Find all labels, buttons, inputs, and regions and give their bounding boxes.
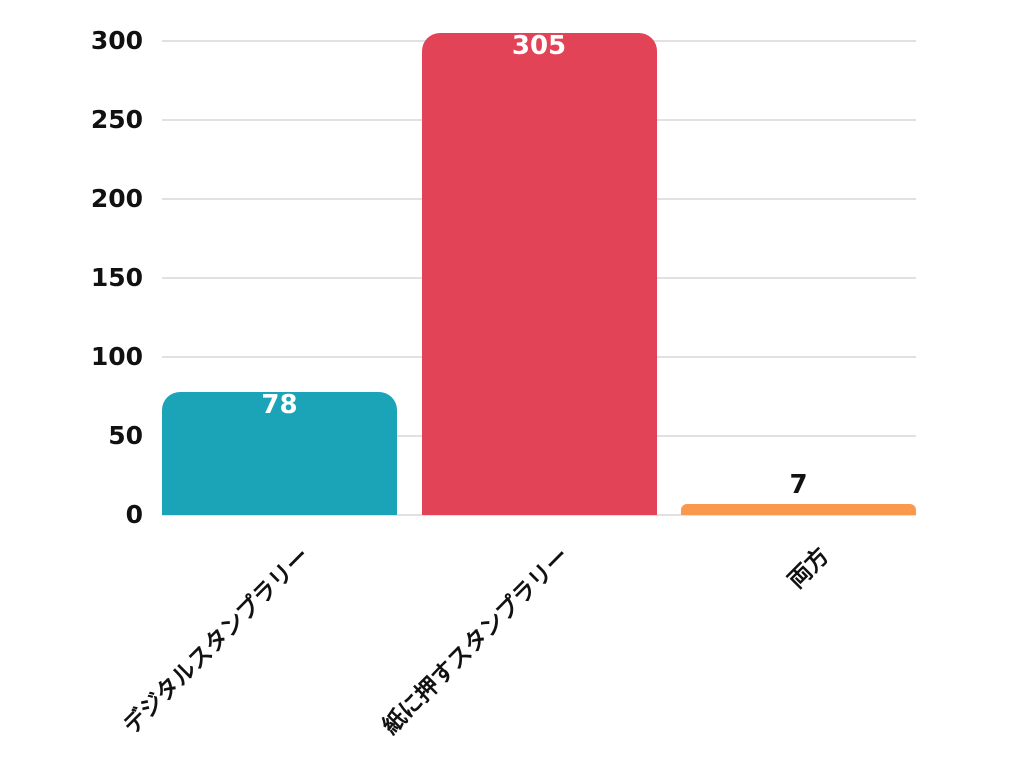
bar xyxy=(421,33,657,515)
bar xyxy=(162,391,397,515)
x-category-label: 両方 xyxy=(782,542,834,594)
y-tick-label: 250 xyxy=(90,105,143,134)
gridline xyxy=(162,514,916,516)
bar-value-label: 78 xyxy=(261,389,298,420)
bar xyxy=(681,503,916,515)
y-tick-label: 100 xyxy=(90,342,143,371)
y-tick-label: 200 xyxy=(90,184,143,213)
bar-value-label: 7 xyxy=(789,469,808,500)
x-category-label: 紙に押すスタンプラリー xyxy=(377,542,575,740)
y-tick-label: 300 xyxy=(90,26,143,55)
x-category-label: デジタルスタンプラリー xyxy=(118,542,315,740)
y-tick-label: 150 xyxy=(90,263,143,292)
y-tick-label: 50 xyxy=(108,421,143,450)
y-tick-label: 0 xyxy=(125,500,143,529)
bar-value-label: 305 xyxy=(511,31,567,62)
